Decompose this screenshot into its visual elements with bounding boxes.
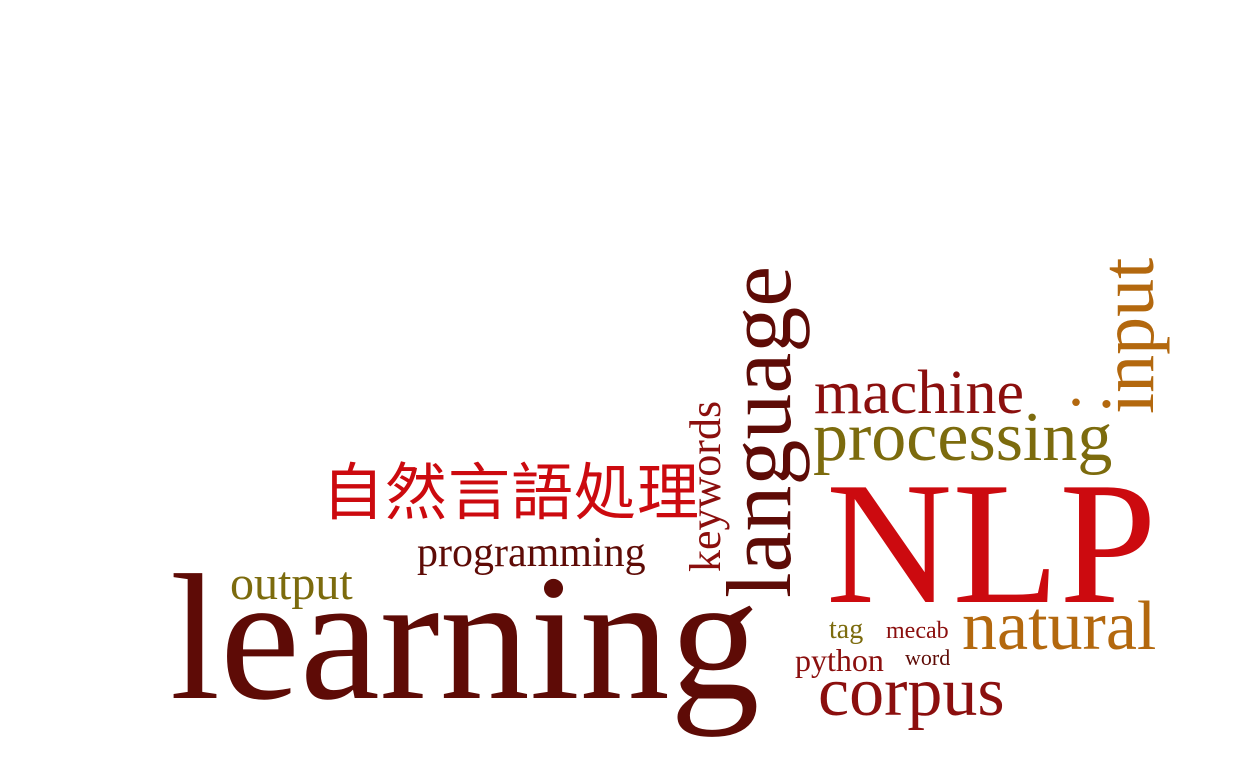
word-mecab: mecab (886, 618, 949, 644)
word-corpus: corpus (818, 654, 1005, 731)
word-python: python (795, 642, 884, 678)
word-input: input (1086, 257, 1170, 414)
word-natural: natural (962, 588, 1157, 665)
word-machine: machine (814, 359, 1025, 427)
word-programming: programming (417, 530, 646, 576)
word-jp-nlp: 自然言語処理 (322, 456, 701, 529)
word-learning: learning (170, 538, 760, 737)
word-keywords: keywords (681, 400, 730, 572)
word-word: word (905, 645, 951, 670)
word-processing: processing (813, 399, 1113, 476)
word-nlp: NLP (826, 446, 1157, 640)
word-dot: . (1068, 348, 1084, 419)
word-output: output (230, 557, 353, 610)
word-tag: tag (829, 614, 864, 645)
